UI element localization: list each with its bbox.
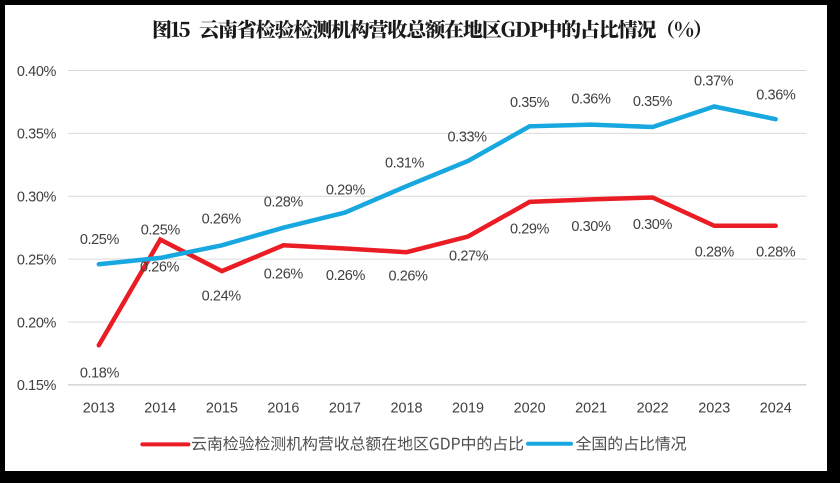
svg-text:0.33%: 0.33% <box>448 130 488 146</box>
svg-text:2017: 2017 <box>329 400 361 416</box>
svg-text:0.24%: 0.24% <box>202 289 242 305</box>
svg-text:2022: 2022 <box>637 400 669 416</box>
svg-text:0.36%: 0.36% <box>571 91 611 107</box>
svg-text:0.40%: 0.40% <box>17 64 57 80</box>
svg-text:2018: 2018 <box>390 400 422 416</box>
svg-text:2016: 2016 <box>267 400 299 416</box>
svg-text:0.29%: 0.29% <box>326 182 366 198</box>
svg-text:0.26%: 0.26% <box>388 269 428 285</box>
svg-text:2013: 2013 <box>83 400 115 416</box>
svg-text:0.37%: 0.37% <box>694 74 734 90</box>
svg-text:0.30%: 0.30% <box>17 190 57 206</box>
svg-text:0.30%: 0.30% <box>633 217 673 233</box>
svg-text:2024: 2024 <box>760 400 792 416</box>
svg-text:2014: 2014 <box>144 400 176 416</box>
svg-text:0.26%: 0.26% <box>264 266 304 282</box>
svg-text:0.26%: 0.26% <box>326 268 366 284</box>
svg-text:0.30%: 0.30% <box>571 219 611 235</box>
svg-text:0.20%: 0.20% <box>17 315 57 331</box>
svg-text:0.27%: 0.27% <box>449 249 489 265</box>
svg-text:2021: 2021 <box>575 400 607 416</box>
svg-text:0.25%: 0.25% <box>141 222 181 238</box>
svg-text:2015: 2015 <box>206 400 238 416</box>
svg-text:0.36%: 0.36% <box>756 88 796 104</box>
svg-text:0.35%: 0.35% <box>510 95 550 111</box>
svg-text:0.26%: 0.26% <box>202 212 242 228</box>
svg-text:0.15%: 0.15% <box>17 378 57 394</box>
svg-text:0.28%: 0.28% <box>695 245 735 261</box>
svg-text:2019: 2019 <box>452 400 484 416</box>
svg-text:0.18%: 0.18% <box>80 366 120 382</box>
svg-text:2020: 2020 <box>514 400 546 416</box>
svg-text:0.35%: 0.35% <box>633 94 673 110</box>
svg-text:0.35%: 0.35% <box>17 127 57 143</box>
svg-text:0.26%: 0.26% <box>140 260 180 276</box>
svg-text:0.31%: 0.31% <box>385 156 425 172</box>
svg-text:0.25%: 0.25% <box>17 252 57 268</box>
svg-text:0.25%: 0.25% <box>80 232 120 248</box>
svg-text:2023: 2023 <box>698 400 730 416</box>
svg-text:0.28%: 0.28% <box>756 245 796 261</box>
svg-text:0.29%: 0.29% <box>510 221 550 237</box>
svg-text:0.28%: 0.28% <box>264 195 304 211</box>
